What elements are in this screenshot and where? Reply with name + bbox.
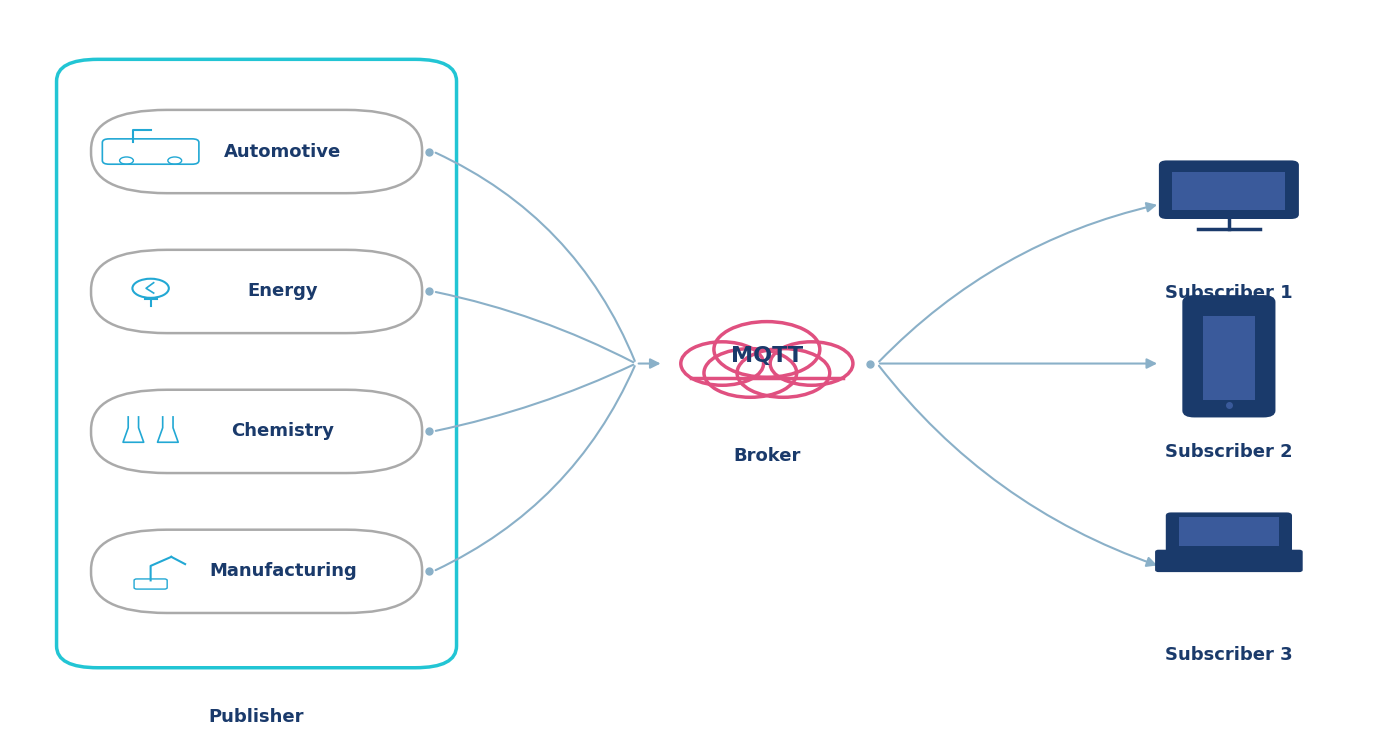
- FancyBboxPatch shape: [91, 530, 422, 613]
- FancyBboxPatch shape: [1159, 162, 1298, 218]
- FancyBboxPatch shape: [1183, 296, 1274, 417]
- FancyBboxPatch shape: [91, 250, 422, 333]
- FancyBboxPatch shape: [1172, 172, 1285, 210]
- Text: Manufacturing: Manufacturing: [209, 562, 357, 580]
- FancyBboxPatch shape: [1166, 513, 1291, 554]
- Circle shape: [770, 342, 853, 385]
- Text: Subscriber 3: Subscriber 3: [1165, 646, 1292, 664]
- Text: Energy: Energy: [247, 282, 318, 300]
- FancyBboxPatch shape: [1155, 550, 1302, 572]
- Circle shape: [703, 349, 796, 397]
- FancyBboxPatch shape: [91, 390, 422, 473]
- FancyBboxPatch shape: [1179, 517, 1278, 546]
- Circle shape: [681, 342, 763, 385]
- FancyBboxPatch shape: [91, 110, 422, 193]
- Text: Subscriber 1: Subscriber 1: [1165, 284, 1292, 302]
- FancyBboxPatch shape: [684, 363, 850, 396]
- FancyBboxPatch shape: [1202, 317, 1255, 400]
- Text: Broker: Broker: [734, 447, 800, 465]
- Circle shape: [714, 322, 820, 377]
- Text: Chemistry: Chemistry: [232, 423, 334, 440]
- Text: MQTT: MQTT: [731, 346, 803, 366]
- Text: Automotive: Automotive: [224, 143, 341, 161]
- Text: Publisher: Publisher: [209, 708, 304, 726]
- Circle shape: [737, 349, 829, 397]
- Text: Subscriber 2: Subscriber 2: [1165, 443, 1292, 461]
